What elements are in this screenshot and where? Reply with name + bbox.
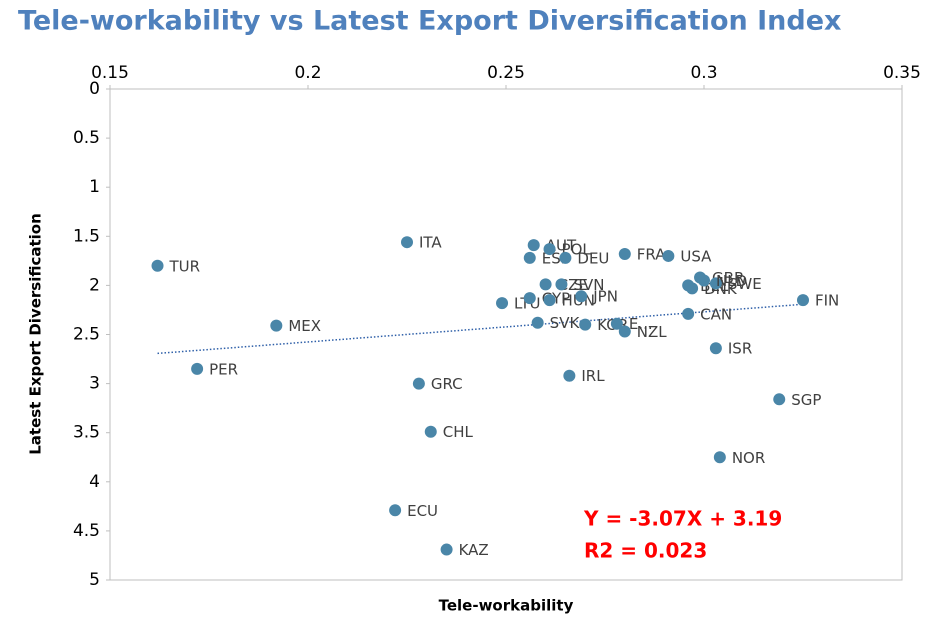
data-point (523, 292, 536, 305)
point-label: JPN (592, 288, 618, 306)
data-point (555, 278, 568, 291)
point-label: TUR (169, 257, 201, 275)
data-point (610, 317, 623, 330)
point-label: KAZ (459, 541, 489, 559)
data-point (686, 282, 699, 295)
data-point (698, 274, 710, 287)
data-point (563, 369, 576, 382)
data-point (531, 316, 544, 329)
point-label: NOR (732, 449, 765, 467)
data-point (543, 294, 556, 307)
x-tick-label: 0.15 (91, 63, 129, 83)
point-label: CHL (443, 423, 474, 441)
data-point (618, 247, 631, 260)
y-tick-label: 3 (89, 374, 100, 394)
data-point (496, 297, 509, 310)
point-label: SWE (728, 275, 762, 293)
data-point (389, 504, 402, 517)
x-axis-label: Tele-workability (439, 597, 574, 615)
point-label: USA (680, 247, 712, 265)
point-label: NLD (716, 272, 747, 290)
point-label: PER (209, 360, 238, 378)
chart-title: Tele-workability vs Latest Export Divers… (18, 6, 841, 37)
y-tick-label: 3.5 (73, 423, 100, 443)
data-point (440, 543, 453, 556)
data-point (424, 425, 437, 438)
x-tick-label: 0.25 (487, 63, 525, 83)
data-point (682, 307, 695, 320)
point-label: NZL (637, 323, 667, 341)
point-label: FRA (637, 245, 666, 263)
y-tick-label: 4 (89, 472, 100, 492)
data-point (559, 251, 572, 264)
point-label: E... (629, 315, 653, 333)
data-point (543, 243, 556, 256)
y-tick-label: 5 (89, 570, 100, 590)
data-point (618, 325, 631, 338)
y-tick-label: 4.5 (73, 521, 100, 541)
point-label: DEU (577, 249, 609, 267)
plot-frame (109, 88, 903, 581)
data-point (523, 251, 536, 264)
data-point (191, 362, 204, 375)
data-point (412, 377, 425, 390)
x-tick-label: 0.2 (294, 63, 321, 83)
point-label: ITA (419, 234, 442, 252)
y-tick-label: 2 (89, 275, 100, 295)
y-tick-label: 0 (89, 79, 100, 99)
data-point (575, 290, 588, 303)
y-axis-label: Latest Export Diversification (27, 213, 45, 455)
point-label: ECU (407, 502, 438, 520)
data-point (579, 318, 592, 331)
point-label: ISR (728, 340, 752, 358)
x-tick-label: 0.35 (883, 63, 921, 83)
data-point (151, 259, 164, 272)
data-point (662, 249, 675, 262)
trendline (157, 303, 804, 355)
y-tick-label: 2.5 (73, 325, 100, 345)
data-point (709, 342, 722, 355)
data-point (797, 294, 809, 307)
point-label: CAN (700, 305, 732, 323)
point-label: SVN (573, 276, 604, 294)
point-label: FIN (815, 292, 839, 310)
data-point (773, 393, 786, 406)
point-label: SGP (791, 391, 821, 409)
y-tick-label: 1.5 (73, 226, 100, 246)
annotation: R2 = 0.023 (584, 539, 707, 563)
point-label: GRC (431, 375, 463, 393)
y-tick-label: 1 (89, 177, 100, 197)
x-tick-label: 0.3 (690, 63, 717, 83)
point-label: SVK (550, 314, 581, 332)
data-point (709, 277, 722, 290)
annotation: Y = -3.07X + 3.19 (583, 507, 782, 531)
point-label: IRL (581, 367, 605, 385)
data-point (713, 451, 726, 464)
data-point (270, 319, 283, 332)
data-point (539, 278, 552, 291)
y-tick-label: 0.5 (73, 128, 100, 148)
data-point (401, 236, 413, 249)
data-point (527, 239, 540, 252)
point-label: MEX (288, 317, 321, 335)
